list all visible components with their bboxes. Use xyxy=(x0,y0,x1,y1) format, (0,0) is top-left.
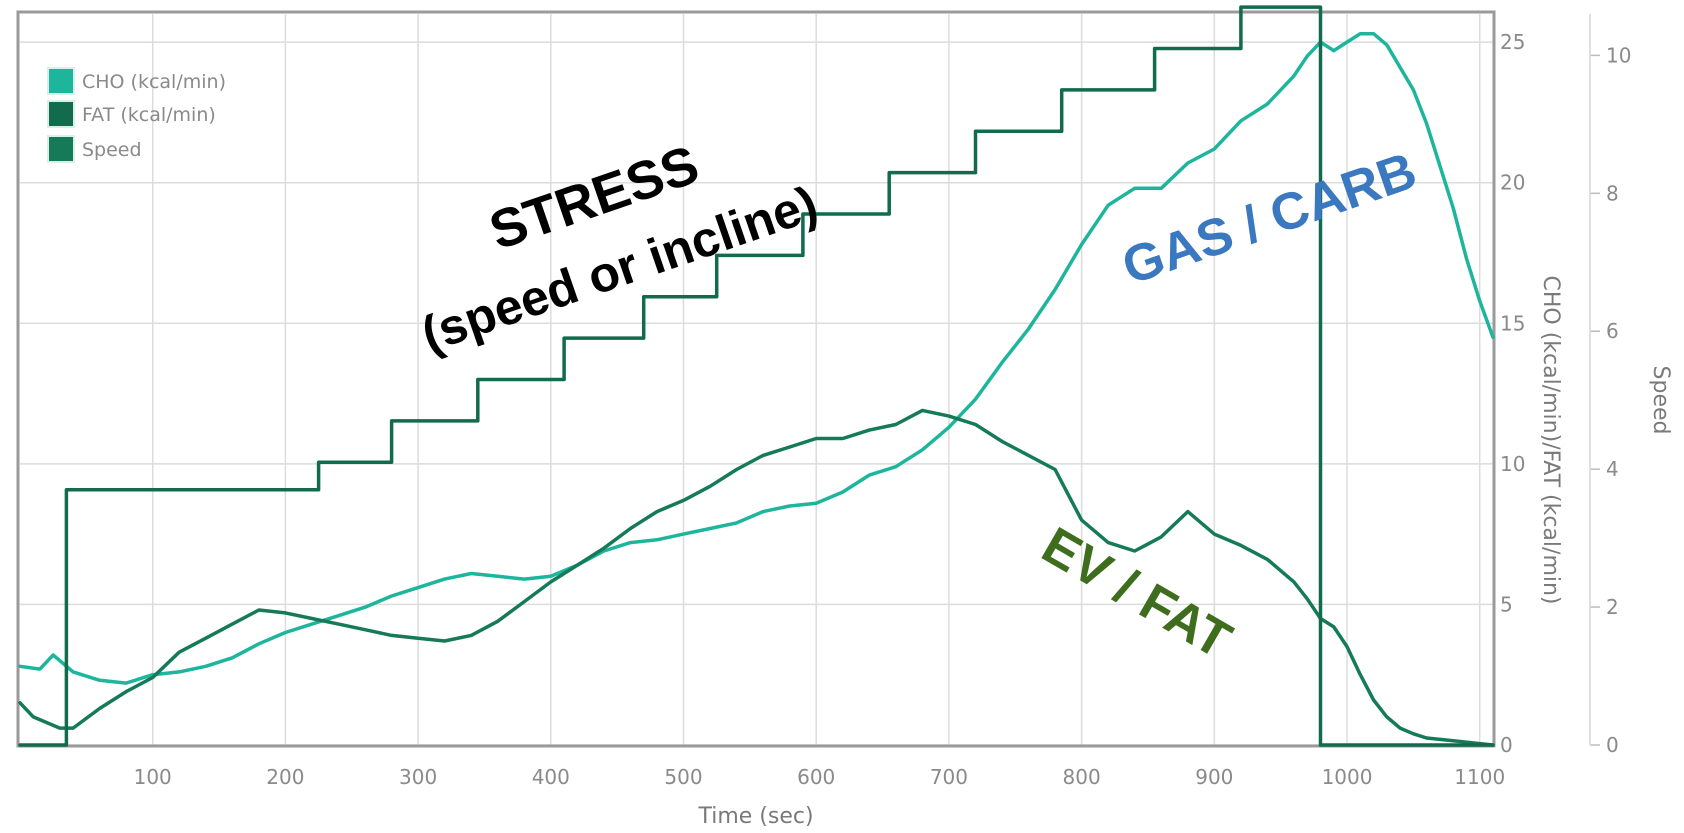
y-right-tick-label: 4 xyxy=(1606,457,1619,481)
annotation-gas-carb: GAS / CARB xyxy=(1115,142,1423,297)
y-left-tick-label: 0 xyxy=(1500,733,1513,757)
legend-label-fat: FAT (kcal/min) xyxy=(82,104,216,126)
x-tick-label: 400 xyxy=(532,765,570,789)
y-left-axis-title: CHO (kcal/min)/FAT (kcal/min) xyxy=(1538,275,1563,604)
y-right-tick-label: 6 xyxy=(1606,319,1619,343)
legend-swatch-speed xyxy=(47,135,75,163)
y-right-tick-label: 2 xyxy=(1606,595,1619,619)
y-right-tick-label: 0 xyxy=(1606,733,1619,757)
x-tick-label: 1000 xyxy=(1322,765,1373,789)
y-left-tick-label: 15 xyxy=(1500,311,1525,335)
legend-label-speed: Speed xyxy=(82,139,142,161)
y-left-tick-label: 20 xyxy=(1500,171,1525,195)
x-tick-labels: 100 200 300 400 500 600 700 800 900 1000 1100 xyxy=(134,765,1506,789)
plot-border xyxy=(16,10,1496,748)
legend-swatch-cho xyxy=(47,67,75,95)
x-tick-label: 800 xyxy=(1063,765,1101,789)
x-tick-label: 200 xyxy=(266,765,304,789)
x-tick-label: 900 xyxy=(1195,765,1233,789)
y-left-tick-label: 5 xyxy=(1500,592,1513,616)
x-tick-label: 600 xyxy=(797,765,835,789)
x-tick-label: 100 xyxy=(134,765,172,789)
x-tick-label: 500 xyxy=(664,765,702,789)
legend: CHO (kcal/min) FAT (kcal/min) Speed xyxy=(47,67,226,163)
series-layer xyxy=(18,5,1495,747)
x-tick-label: 1100 xyxy=(1454,765,1505,789)
y-right-tick-labels: 0 2 4 6 8 10 xyxy=(1589,14,1631,757)
y-left-tick-label: 10 xyxy=(1500,452,1525,476)
series-line-speed xyxy=(18,5,1495,747)
y-right-tick-label: 8 xyxy=(1606,181,1619,205)
y-left-tick-label: 25 xyxy=(1500,30,1525,54)
legend-label-cho: CHO (kcal/min) xyxy=(82,71,226,93)
annotation-ev-fat: EV / FAT xyxy=(1032,516,1241,670)
x-tick-label: 300 xyxy=(399,765,437,789)
legend-swatch-fat xyxy=(47,100,75,128)
series-line-fat xyxy=(18,408,1495,747)
annotations: STRESS (speed or incline) GAS / CARB EV … xyxy=(415,134,1424,670)
grid xyxy=(20,14,1493,746)
y-right-tick-label: 10 xyxy=(1606,43,1631,67)
x-tick-label: 700 xyxy=(930,765,968,789)
x-axis-title: Time (sec) xyxy=(697,804,813,829)
y-left-tick-labels: 0 5 10 15 20 25 xyxy=(1500,30,1525,757)
series-line-cho xyxy=(18,31,1495,685)
y-right-axis-title: Speed xyxy=(1648,366,1673,435)
